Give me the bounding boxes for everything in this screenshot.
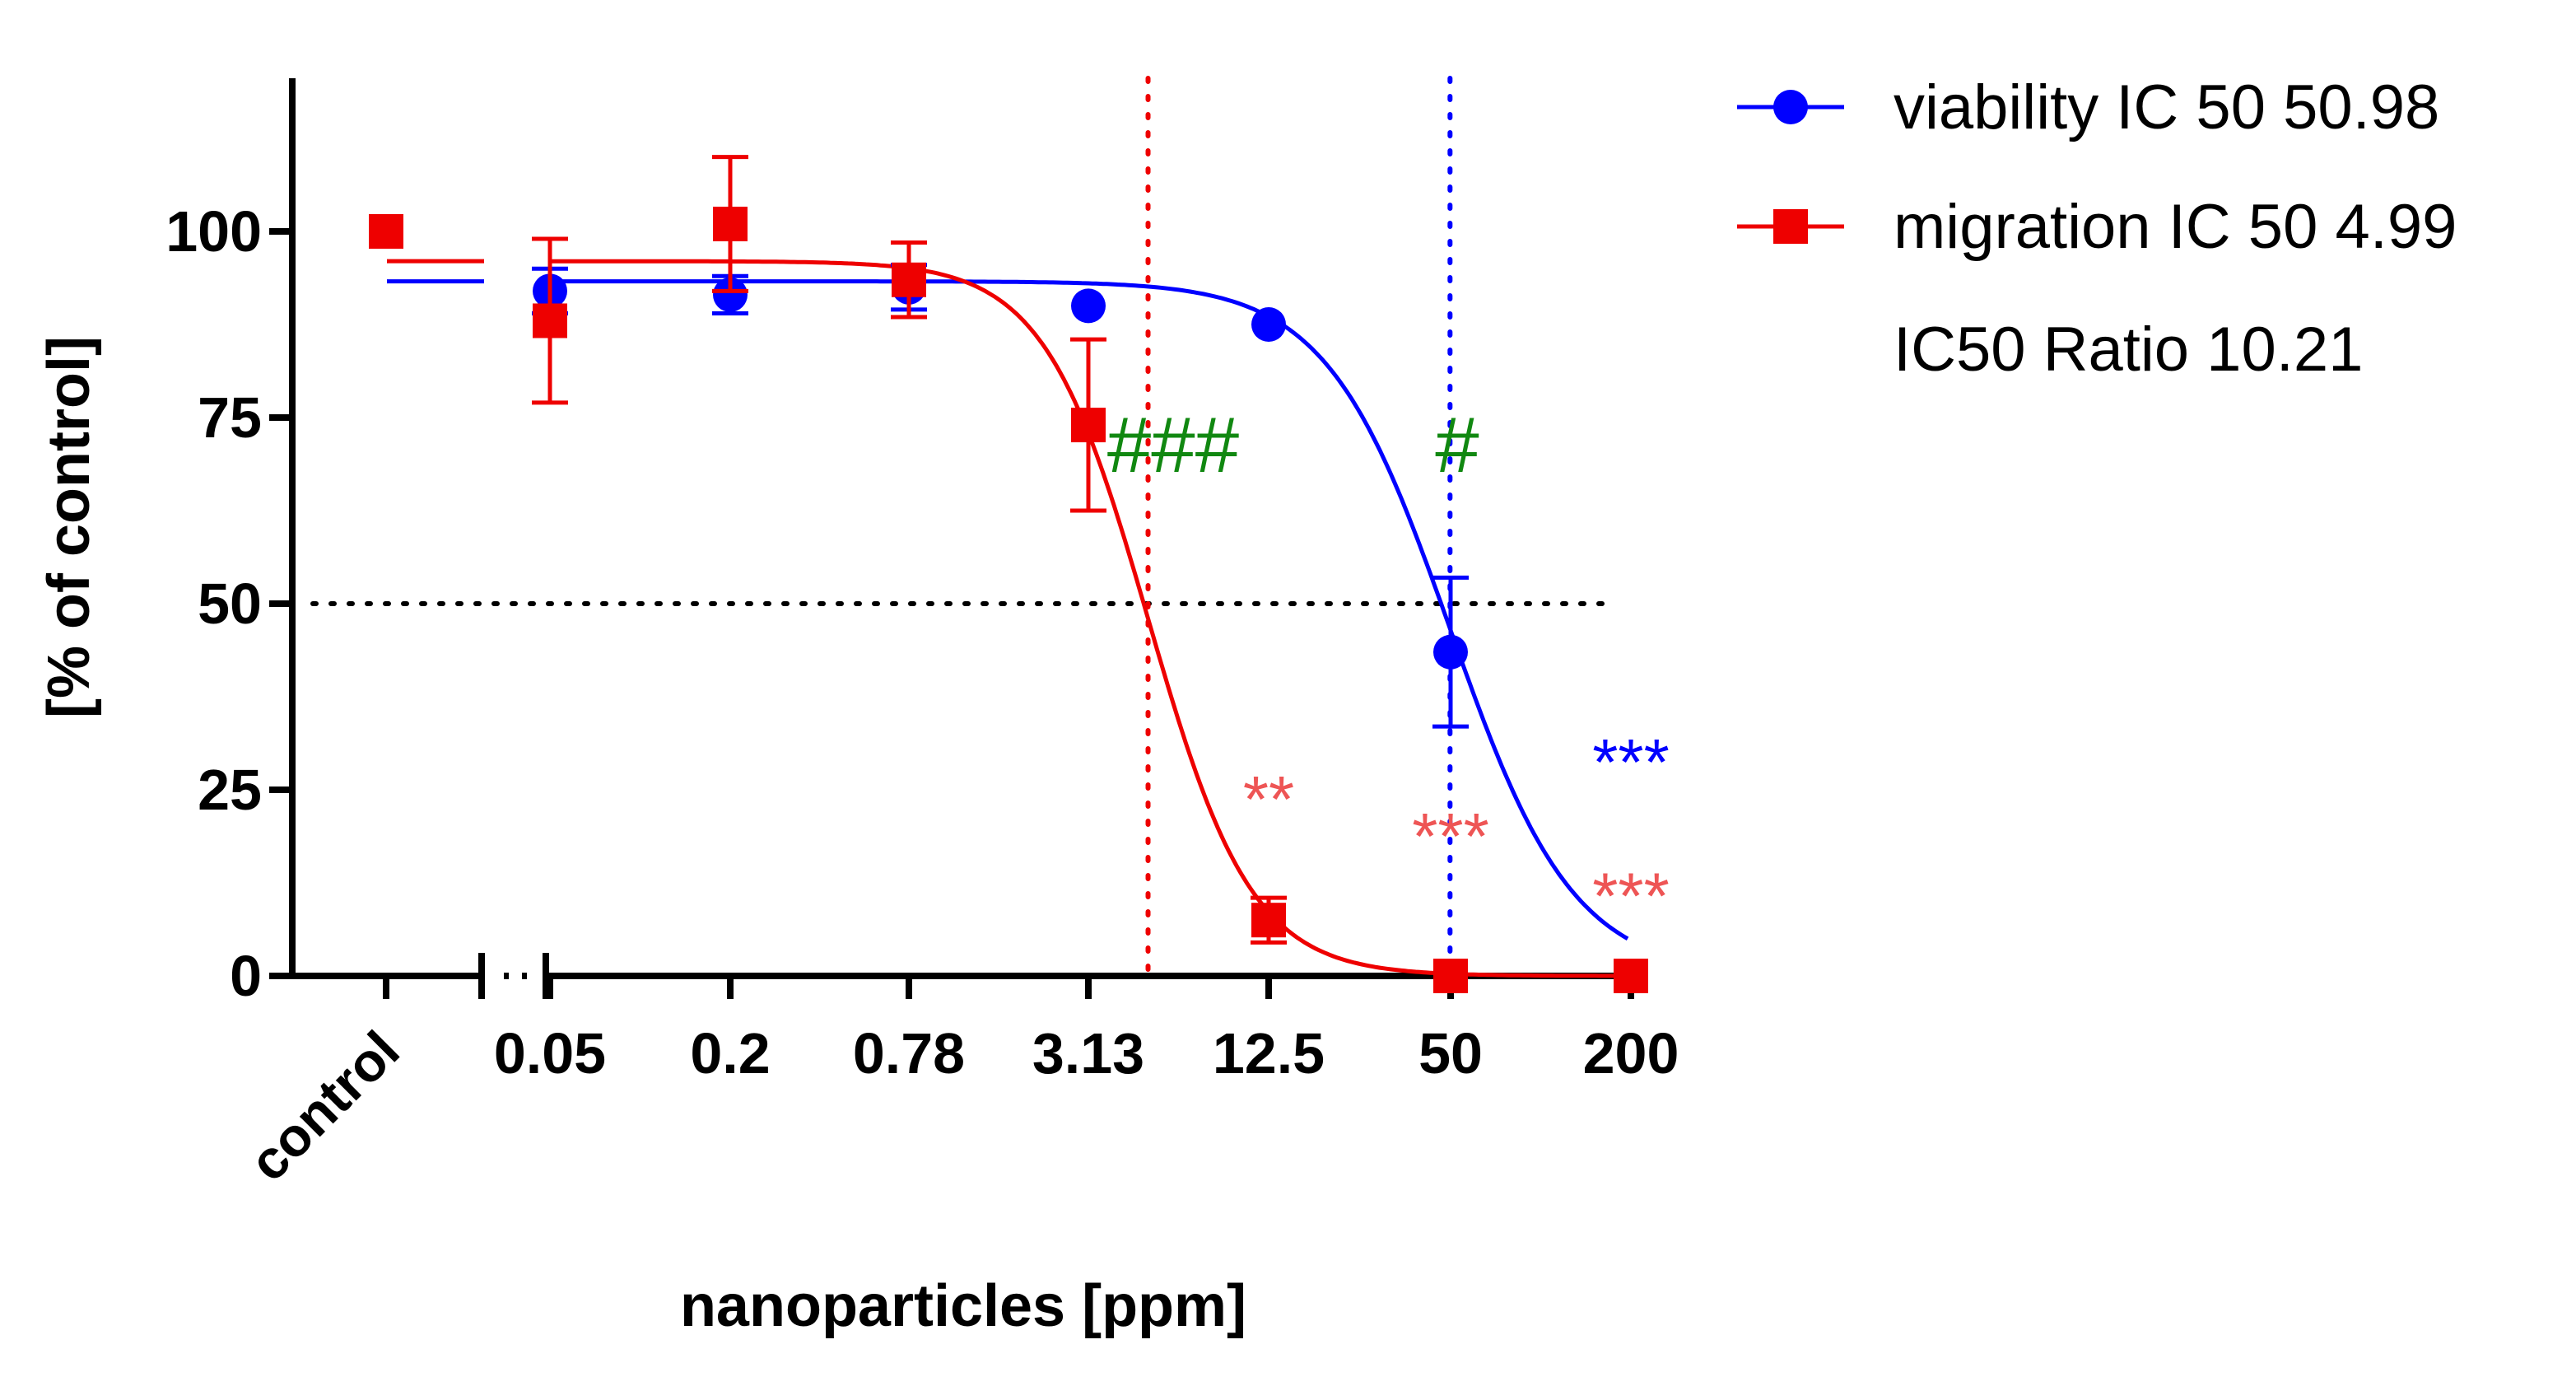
x-tick-label: 3.13 bbox=[1032, 1021, 1144, 1085]
significance-label: *** bbox=[1412, 800, 1488, 873]
data-point bbox=[1071, 408, 1106, 443]
x-axis-title: nanoparticles [ppm] bbox=[680, 1273, 1246, 1339]
legend: viability IC 50 50.98 migration IC 50 4.9… bbox=[1737, 72, 2457, 385]
data-point bbox=[713, 206, 748, 241]
y-tick-label: 75 bbox=[198, 385, 262, 450]
x-tick-label: control bbox=[237, 1020, 410, 1193]
data-point bbox=[1071, 288, 1106, 324]
data-point bbox=[1433, 959, 1468, 993]
significance-annotations: ### #*********** bbox=[1107, 401, 1670, 932]
legend-label: viability IC 50 50.98 bbox=[1894, 72, 2439, 142]
significance-label: # bbox=[1435, 401, 1479, 489]
x-tick-label: 0.78 bbox=[853, 1021, 965, 1085]
data-point bbox=[892, 262, 926, 297]
y-tick-label: 50 bbox=[198, 572, 262, 636]
significance-label: *** bbox=[1592, 726, 1669, 799]
data-point bbox=[1614, 959, 1648, 993]
legend-label: migration IC 50 4.99 bbox=[1894, 192, 2457, 262]
significance-label: ** bbox=[1243, 763, 1294, 836]
data-point bbox=[713, 277, 748, 312]
y-tick-label: 25 bbox=[198, 758, 262, 822]
data-point bbox=[533, 303, 567, 338]
data-points bbox=[369, 155, 1648, 993]
y-axis-title: [% of control] bbox=[36, 336, 102, 718]
reference-lines bbox=[310, 76, 1616, 978]
legend-marker bbox=[1773, 209, 1808, 244]
y-tick-label: 0 bbox=[230, 944, 262, 1008]
y-tick-label: 100 bbox=[165, 199, 262, 264]
x-tick-label: 0.2 bbox=[690, 1021, 770, 1085]
data-point bbox=[1251, 307, 1286, 342]
data-point bbox=[369, 214, 403, 249]
x-tick-label: 12.5 bbox=[1213, 1021, 1325, 1085]
x-tick-label: 50 bbox=[1418, 1021, 1483, 1085]
x-tick-label: 0.05 bbox=[494, 1021, 606, 1085]
legend-ic50-ratio: IC50 Ratio 10.21 bbox=[1894, 315, 2363, 385]
significance-label: *** bbox=[1592, 860, 1669, 933]
significance-label: ### bbox=[1107, 401, 1239, 489]
data-point bbox=[1433, 634, 1468, 670]
data-point bbox=[1251, 903, 1286, 938]
legend-marker bbox=[1773, 90, 1808, 124]
x-tick-label: 200 bbox=[1583, 1021, 1679, 1085]
